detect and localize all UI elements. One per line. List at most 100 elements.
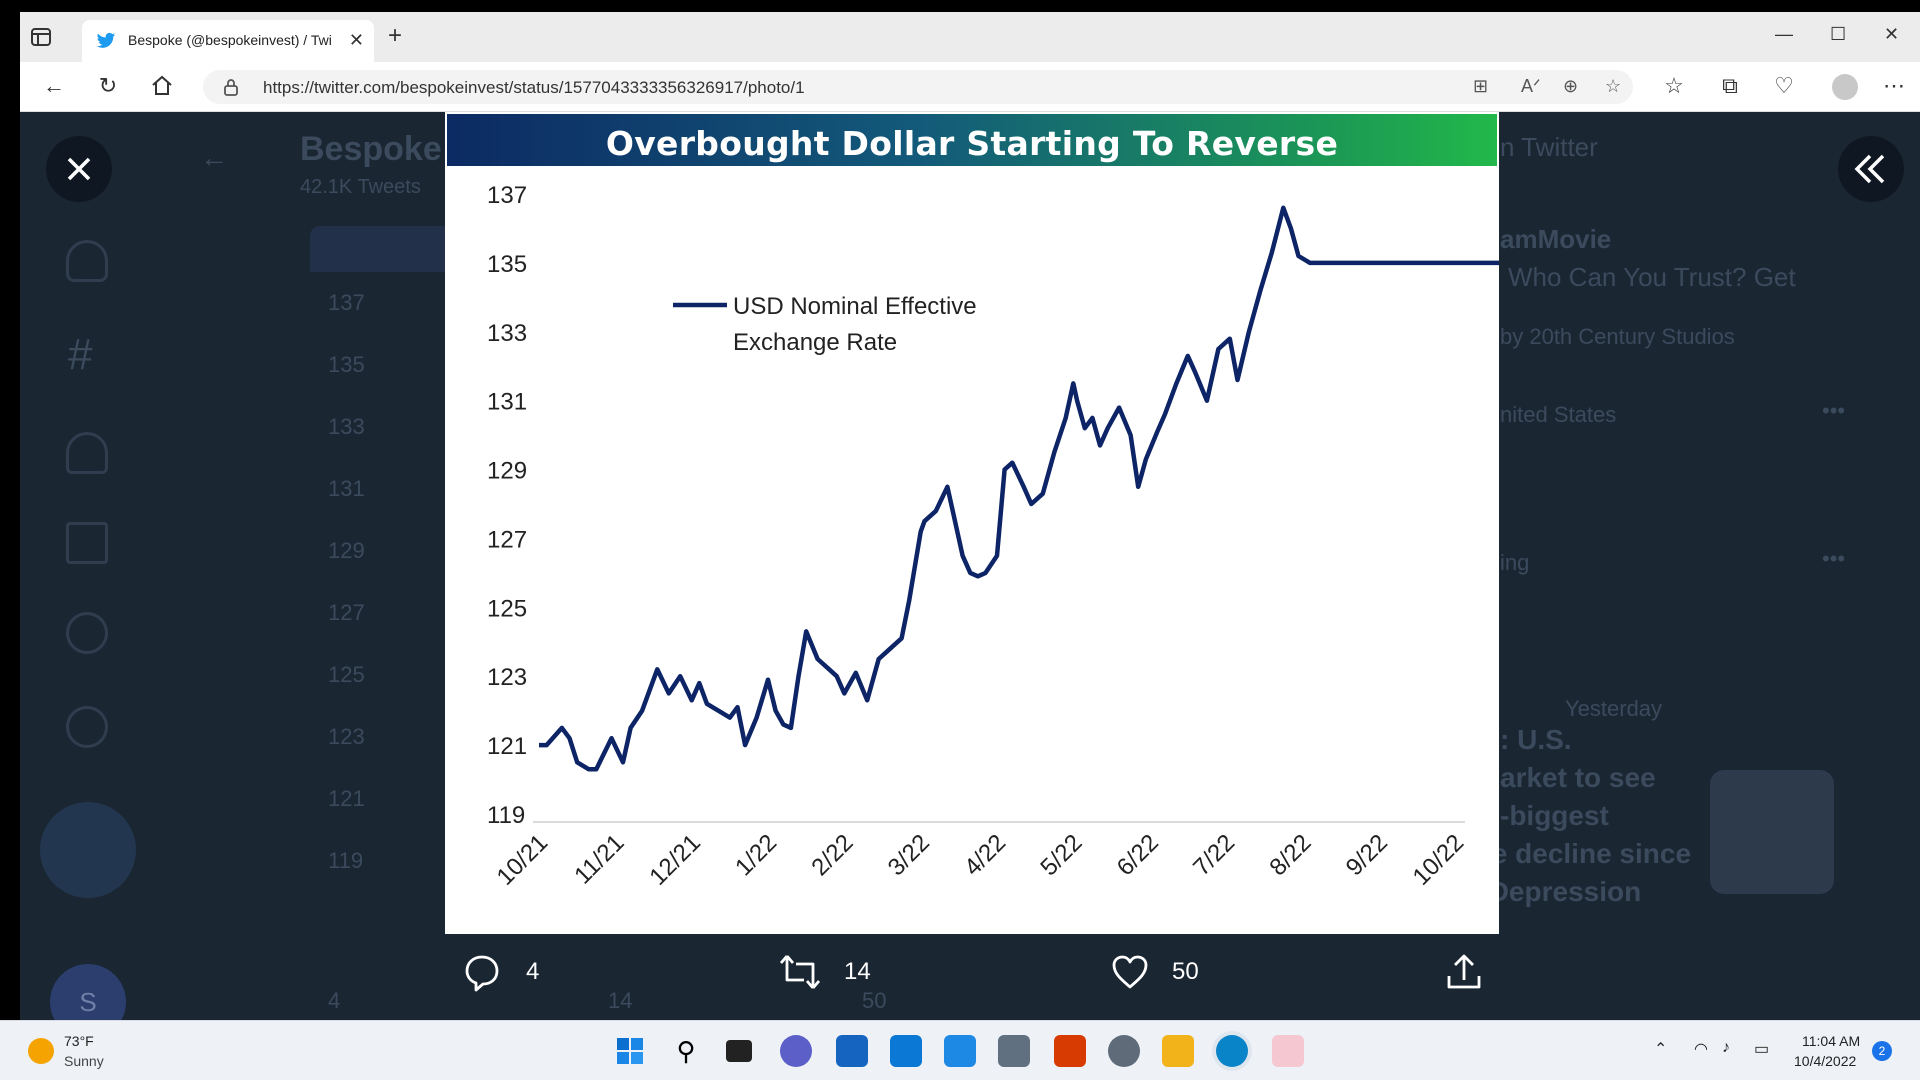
y-tick-label: 119	[487, 802, 525, 829]
bg-home-icon	[66, 240, 108, 282]
read-aloud-icon[interactable]: Aᐟ	[1521, 76, 1541, 96]
reply-action[interactable]: 4	[462, 950, 582, 1000]
bg-tick: 129	[328, 538, 365, 563]
x-tick-label: 4/22	[959, 829, 1011, 881]
bg-profile-name: Bespoke	[300, 130, 442, 168]
toggle-sidebar-button[interactable]	[1838, 136, 1904, 202]
collections-icon[interactable]: ⧉	[1722, 73, 1738, 98]
retweet-count: 14	[844, 958, 871, 985]
x-tick-label: 1/22	[730, 829, 782, 881]
wifi-icon[interactable]: ◠	[1694, 1041, 1708, 1058]
favorites-icon[interactable]: ☆	[1664, 73, 1684, 98]
x-tick-label: 11/21	[569, 829, 629, 889]
reply-icon[interactable]	[462, 952, 502, 992]
like-action[interactable]: 50	[1110, 950, 1230, 1000]
mail-icon[interactable]	[944, 1035, 976, 1067]
profile-avatar[interactable]	[1832, 74, 1858, 100]
bg-trend-subtitle: Who Can You Trust? Get	[1508, 262, 1796, 292]
weather-temp: 73°F	[64, 1033, 94, 1049]
twitter-bird-icon	[96, 32, 116, 48]
bg-tick: 131	[328, 476, 365, 501]
notification-badge[interactable]: 2	[1872, 1041, 1892, 1061]
bg-chart-header	[310, 226, 450, 272]
teams-chat-icon[interactable]	[780, 1035, 812, 1067]
desktop-left-strip	[0, 0, 20, 1020]
chart-image[interactable]: Overbought Dollar Starting To Reverse 11…	[445, 112, 1499, 934]
bg-news-thumbnail	[1710, 770, 1834, 894]
retweet-action[interactable]: 14	[778, 950, 898, 1000]
maximize-button[interactable]: ☐	[1830, 24, 1847, 44]
search-icon[interactable]: ⚲	[676, 1036, 696, 1066]
chart-title: Overbought Dollar Starting To Reverse	[605, 124, 1339, 163]
store-icon[interactable]	[836, 1035, 868, 1067]
bg-tick: 127	[328, 600, 365, 625]
x-tick-label: 6/22	[1112, 829, 1164, 881]
y-tick-label: 121	[487, 733, 527, 760]
calculator-icon[interactable]	[998, 1035, 1030, 1067]
edge-browser-icon[interactable]	[1216, 1035, 1248, 1067]
battery-icon[interactable]: ▭	[1754, 1041, 1770, 1058]
outlook-icon[interactable]	[890, 1035, 922, 1067]
minimize-button[interactable]: —	[1775, 24, 1793, 44]
browser-window: Bespoke (@bespokeinvest) / Twi ✕ + — ☐ ✕…	[20, 12, 1920, 1020]
settings-gear-icon[interactable]	[1108, 1035, 1140, 1067]
share-icon[interactable]	[1444, 952, 1484, 992]
file-explorer-icon[interactable]	[1162, 1035, 1194, 1067]
volume-icon[interactable]: ♪	[1722, 1039, 1730, 1056]
retweet-icon[interactable]	[778, 952, 822, 992]
x-tick-label: 9/22	[1341, 829, 1393, 881]
refresh-icon[interactable]: ↻	[98, 73, 118, 98]
start-button-icon[interactable]	[614, 1035, 646, 1067]
app-available-icon[interactable]: ⊞	[1473, 76, 1489, 96]
heart-icon[interactable]	[1110, 952, 1150, 992]
bg-tick: 121	[328, 786, 365, 811]
add-favorite-icon[interactable]: ☆	[1605, 76, 1622, 96]
weather-desc: Sunny	[64, 1053, 104, 1069]
close-window-button[interactable]: ✕	[1884, 24, 1900, 44]
bg-reply-count: 4	[328, 988, 341, 1013]
taskbar: 73°F Sunny ⚲ ⌃ ◠ ♪ ▭ 11:04 AM 10/4/2022 …	[0, 1020, 1920, 1080]
tab-title: Bespoke (@bespokeinvest) / Twi	[128, 32, 332, 48]
tab-close-icon[interactable]: ✕	[348, 30, 364, 50]
share-action[interactable]	[1444, 950, 1488, 1000]
browser-toolbar: ← ↻ https://twitter.com/bespokeinvest/st…	[20, 62, 1920, 112]
new-tab-button[interactable]: +	[388, 22, 403, 49]
bg-news-line3: -biggest	[1500, 800, 1609, 831]
x-tick-label: 8/22	[1264, 829, 1316, 881]
bg-tick: 137	[328, 290, 365, 315]
bg-more-dots-icon: •••	[1822, 546, 1846, 571]
bg-profile-icon	[66, 612, 108, 654]
bg-tweet-button	[40, 802, 136, 898]
office-icon[interactable]	[1054, 1035, 1086, 1067]
legend-label: USD Nominal Effective	[733, 293, 977, 320]
y-tick-label: 129	[487, 458, 527, 485]
home-icon[interactable]	[148, 72, 176, 100]
url-text[interactable]: https://twitter.com/bespokeinvest/status…	[263, 78, 805, 97]
tab-actions-icon[interactable]	[30, 26, 52, 48]
show-hidden-icons-chevron-icon[interactable]: ⌃	[1654, 1041, 1668, 1058]
twitter-photo-viewer: Bespoke 42.1K Tweets ← # S 137 135 133 1…	[20, 112, 1920, 1020]
sun-icon[interactable]	[28, 1038, 54, 1064]
bg-avatar-letter: S	[79, 987, 97, 1017]
close-icon	[67, 157, 91, 181]
series-line-usd-neer	[539, 205, 1499, 772]
close-photo-button[interactable]	[46, 136, 112, 202]
y-tick-label: 125	[487, 595, 527, 622]
zoom-icon[interactable]: ⊕	[1563, 76, 1579, 96]
bg-tick: 133	[328, 414, 365, 439]
tab-bar: Bespoke (@bespokeinvest) / Twi ✕ + — ☐ ✕	[20, 12, 1920, 62]
browser-tab[interactable]: Bespoke (@bespokeinvest) / Twi ✕	[82, 20, 374, 62]
task-view-icon[interactable]	[726, 1040, 752, 1062]
more-menu-icon[interactable]: ⋯	[1883, 73, 1905, 98]
address-bar[interactable]: https://twitter.com/bespokeinvest/status…	[203, 70, 1633, 104]
clock-date[interactable]: 10/4/2022	[1794, 1053, 1857, 1069]
lock-icon[interactable]	[221, 77, 241, 97]
like-count: 50	[1172, 958, 1199, 985]
clock-time[interactable]: 11:04 AM	[1802, 1033, 1861, 1049]
y-tick-label: 131	[487, 389, 527, 416]
browser-essentials-icon[interactable]: ♡	[1774, 73, 1794, 98]
snipping-tool-icon[interactable]	[1272, 1035, 1304, 1067]
bg-tick: 123	[328, 724, 365, 749]
back-arrow-icon[interactable]: ←	[43, 73, 65, 98]
